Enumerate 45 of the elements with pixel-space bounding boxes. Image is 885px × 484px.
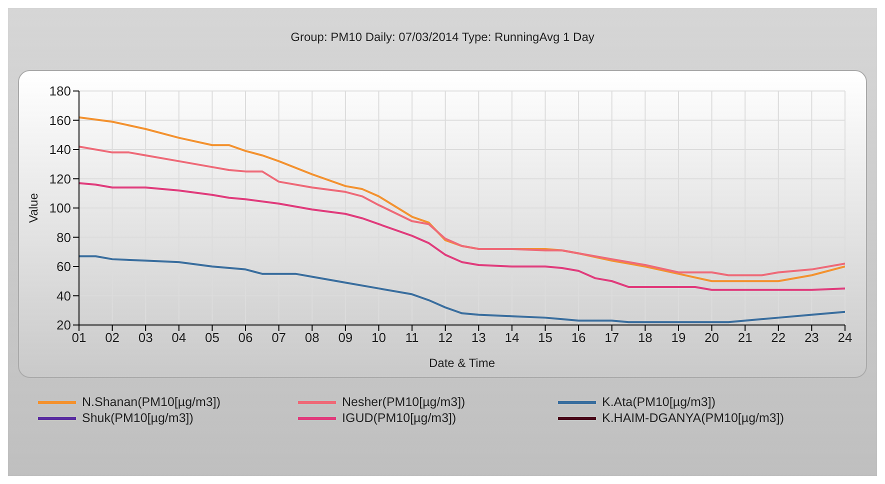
line-series bbox=[79, 116, 845, 282]
x-tick-label: 23 bbox=[804, 330, 819, 346]
y-tick-label: 100 bbox=[49, 200, 71, 216]
legend-label: K.HAIM-DGANYA(PM10[µg/m3]) bbox=[602, 411, 784, 425]
x-tick-label: 05 bbox=[204, 330, 220, 346]
x-tick-label: 17 bbox=[604, 330, 620, 346]
x-tick-label: 20 bbox=[704, 330, 720, 346]
y-tick-label: 40 bbox=[56, 288, 71, 304]
x-tick-label: 19 bbox=[671, 330, 686, 346]
x-tick-label: 16 bbox=[571, 330, 586, 346]
x-tick-label: 09 bbox=[338, 330, 353, 346]
x-tick-label: 24 bbox=[838, 330, 852, 346]
x-tick-label: 08 bbox=[304, 330, 320, 346]
x-axis-title: Date & Time bbox=[428, 356, 496, 370]
x-tick-label: 04 bbox=[172, 330, 186, 346]
legend-label: IGUD(PM10[µg/m3]) bbox=[342, 411, 456, 425]
x-tick-label: 10 bbox=[372, 330, 386, 346]
chart-title: Group: PM10 Daily: 07/03/2014 Type: RunningAvg 1 Day bbox=[290, 29, 596, 46]
x-tick-label: 18 bbox=[638, 330, 652, 346]
x-tick-label: 01 bbox=[72, 330, 86, 346]
x-tick-label: 21 bbox=[738, 330, 752, 346]
y-tick-label: 180 bbox=[49, 84, 71, 99]
x-tick-label: 03 bbox=[138, 330, 153, 346]
x-tick-label: 13 bbox=[471, 330, 486, 346]
x-tick-label: 02 bbox=[105, 330, 120, 346]
x-tick-label: 11 bbox=[405, 330, 419, 346]
line-series bbox=[79, 146, 845, 276]
y-axis-title: Value bbox=[26, 192, 40, 223]
y-tick-label: 120 bbox=[49, 171, 71, 186]
x-tick-label: 14 bbox=[504, 330, 520, 346]
y-tick-label: 20 bbox=[56, 318, 71, 333]
y-tick-label: 160 bbox=[49, 112, 71, 128]
y-tick-label: 80 bbox=[56, 230, 71, 245]
x-tick-label: 15 bbox=[538, 330, 552, 346]
legend-label: N.Shanan(PM10[µg/m3]) bbox=[82, 395, 221, 409]
x-tick-label: 07 bbox=[272, 330, 286, 346]
x-tick-label: 22 bbox=[771, 330, 786, 346]
legend-label: Shuk(PM10[µg/m3]) bbox=[82, 411, 194, 425]
line-series bbox=[79, 182, 845, 291]
x-tick-label: 12 bbox=[438, 330, 453, 346]
y-tick-label: 60 bbox=[56, 259, 71, 274]
y-tick-label: 140 bbox=[49, 142, 71, 158]
legend-label: Nesher(PM10[µg/m3]) bbox=[342, 395, 466, 409]
legend-label: K.Ata(PM10[µg/m3]) bbox=[602, 395, 716, 409]
x-tick-label: 06 bbox=[238, 330, 253, 346]
